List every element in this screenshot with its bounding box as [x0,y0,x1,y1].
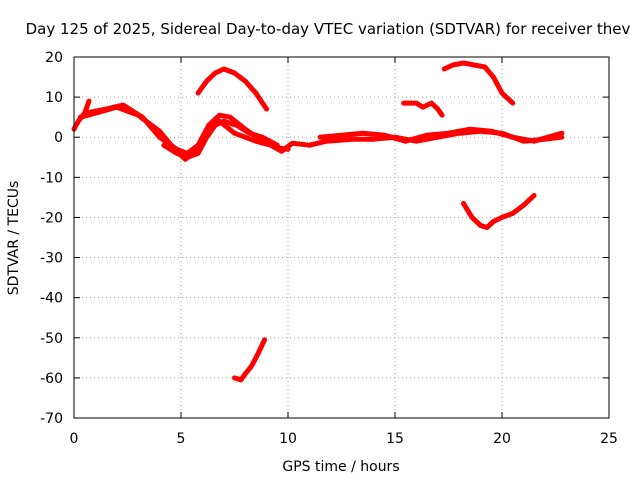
x-tick-label: 20 [493,431,511,447]
series-line-track-5 [317,126,565,144]
x-tick-label: 5 [177,431,186,447]
y-tick-label: -50 [40,331,63,347]
x-tick-label: 25 [600,431,618,447]
series-line-track-8 [441,60,516,106]
x-tick-label: 15 [386,431,404,447]
y-tick-label: 10 [45,90,63,106]
series-line-track-10 [232,337,267,383]
grid-layer [74,57,609,418]
x-tick-label: 0 [70,431,79,447]
y-tick-label: 20 [45,50,63,66]
y-tick-label: -70 [40,411,63,427]
y-tick-label: -30 [40,251,63,267]
y-axis-label: SDTVAR / TECUs [6,181,22,296]
plot-frame [73,56,610,419]
y-tick-label: -40 [40,291,63,307]
series-line-track-4 [161,118,280,160]
y-tick-label: -20 [40,210,63,226]
y-tick-label: -10 [40,170,63,186]
y-tick-label: -60 [40,371,63,387]
series-line-track-7 [401,100,445,118]
x-tick-label: 10 [279,431,297,447]
x-axis-label: GPS time / hours [282,459,399,475]
y-tick-label: 0 [54,130,63,146]
series-layer [71,60,565,383]
series-line-track-6 [195,66,270,112]
tick-layer: 0 5 10 15 20 25 20 10 0 -10 -20 -30 -40 -50 -60 -70 [40,50,618,447]
chart-title: Day 125 of 2025, Sidereal Day-to-day VTE… [26,20,631,38]
series-line-track-9 [461,192,537,230]
